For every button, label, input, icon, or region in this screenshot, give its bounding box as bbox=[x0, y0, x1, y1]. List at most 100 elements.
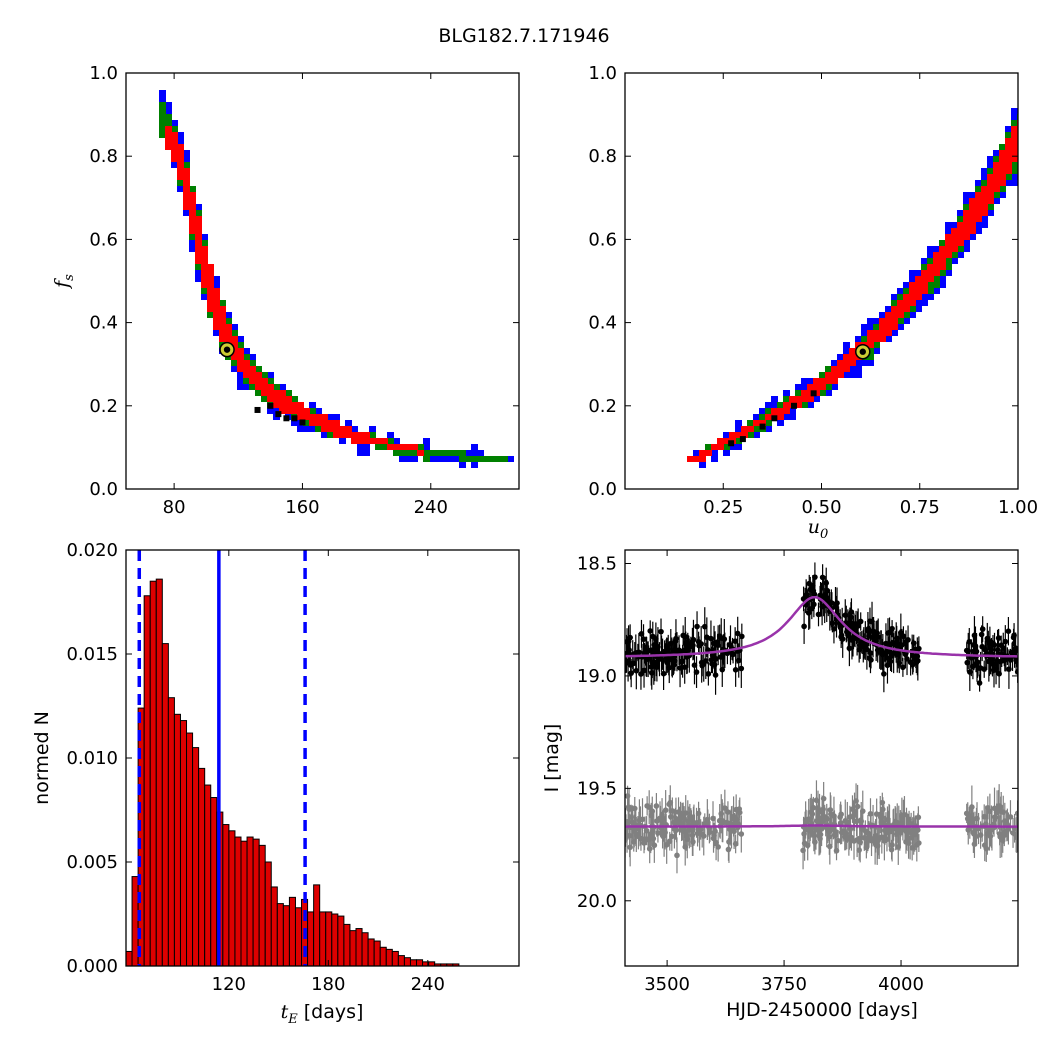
confidence-cell bbox=[309, 414, 316, 426]
y-tick-label: 18.5 bbox=[577, 553, 617, 574]
confidence-cell bbox=[219, 324, 226, 342]
data-point bbox=[681, 664, 688, 670]
histogram-bar bbox=[137, 707, 145, 967]
data-point bbox=[702, 658, 709, 664]
confidence-cell bbox=[369, 438, 376, 444]
confidence-cell bbox=[441, 450, 448, 456]
confidence-cell bbox=[933, 252, 940, 270]
confidence-cell bbox=[789, 402, 796, 420]
confidence-cell bbox=[777, 408, 784, 420]
confidence-cell bbox=[927, 264, 934, 282]
data-point bbox=[848, 609, 855, 615]
core-cell bbox=[291, 415, 298, 422]
confidence-cell bbox=[825, 372, 832, 384]
histogram-bar bbox=[131, 876, 139, 967]
data-point bbox=[904, 656, 910, 662]
histogram-bar bbox=[161, 643, 169, 967]
data-point bbox=[855, 623, 861, 629]
data-point bbox=[691, 662, 698, 668]
data-point bbox=[738, 665, 745, 672]
confidence-cell bbox=[693, 456, 700, 462]
confidence-cell bbox=[345, 426, 352, 438]
histogram-bar bbox=[397, 955, 405, 967]
confidence-cell bbox=[291, 402, 298, 414]
confidence-cell bbox=[789, 396, 796, 408]
y-tick-label: 0.8 bbox=[89, 146, 118, 167]
data-point bbox=[715, 844, 721, 850]
confidence-cell bbox=[477, 456, 484, 462]
data-point bbox=[867, 811, 874, 817]
data-point bbox=[868, 657, 874, 663]
confidence-cell bbox=[237, 354, 244, 372]
x-axis-label-subscript: 0 bbox=[820, 527, 828, 542]
confidence-cell bbox=[363, 432, 370, 444]
x-axis-label: tE [days] bbox=[281, 1001, 364, 1027]
data-point bbox=[983, 845, 990, 852]
confidence-cell bbox=[207, 288, 214, 312]
data-point bbox=[646, 845, 653, 852]
model-curve bbox=[624, 595, 1018, 658]
confidence-cell bbox=[765, 414, 772, 420]
confidence-cell bbox=[351, 432, 358, 444]
data-point bbox=[673, 635, 679, 642]
confidence-cell bbox=[471, 444, 478, 456]
y-tick-label: 0.4 bbox=[89, 313, 118, 334]
histogram-bar bbox=[173, 713, 181, 967]
data-point bbox=[735, 657, 742, 664]
x-axis-label-symbol: t bbox=[281, 1001, 289, 1023]
data-point bbox=[739, 633, 745, 640]
histogram-bar bbox=[143, 595, 151, 967]
data-point bbox=[700, 833, 707, 839]
data-point bbox=[658, 628, 664, 635]
data-point bbox=[646, 804, 652, 810]
confidence-cell bbox=[987, 174, 994, 198]
data-point bbox=[916, 645, 922, 652]
confidence-cell bbox=[279, 396, 286, 414]
data-point bbox=[712, 828, 718, 834]
histogram-bar bbox=[186, 732, 194, 967]
confidence-cell bbox=[795, 396, 802, 408]
confidence-cell bbox=[843, 354, 850, 366]
data-point bbox=[915, 827, 921, 833]
confidence-cell bbox=[333, 426, 340, 438]
plot-frame bbox=[125, 72, 520, 490]
confidence-cell bbox=[423, 438, 430, 450]
data-point bbox=[819, 818, 826, 825]
histogram-bar bbox=[276, 903, 284, 967]
histogram-bar bbox=[343, 923, 351, 967]
data-point bbox=[819, 574, 826, 581]
data-point bbox=[801, 623, 807, 630]
x-tick-label: 4000 bbox=[878, 974, 924, 995]
histogram-bar bbox=[373, 940, 381, 967]
histogram-bar bbox=[319, 911, 327, 967]
histogram-bar bbox=[210, 797, 218, 967]
data-point bbox=[640, 636, 647, 643]
data-point bbox=[846, 645, 853, 652]
histogram-bar bbox=[307, 911, 315, 967]
model-curve bbox=[625, 824, 1018, 828]
confidence-cell bbox=[459, 450, 466, 456]
confidence-cell bbox=[411, 444, 418, 450]
histogram-bar bbox=[167, 697, 175, 967]
core-cell bbox=[299, 419, 306, 426]
confidence-cell bbox=[969, 198, 976, 222]
data-point bbox=[1005, 628, 1012, 635]
histogram-bar bbox=[361, 932, 369, 967]
y-tick-label: 0.0 bbox=[588, 479, 617, 500]
data-point bbox=[1007, 814, 1014, 820]
data-point bbox=[880, 806, 886, 813]
data-point bbox=[636, 649, 642, 656]
data-point bbox=[701, 623, 708, 630]
confidence-cell bbox=[705, 444, 712, 450]
x-tick-label: 180 bbox=[311, 974, 345, 995]
data-point bbox=[647, 628, 654, 634]
histogram-bar bbox=[416, 959, 424, 967]
confidence-cell bbox=[867, 330, 874, 342]
confidence-cell bbox=[699, 450, 706, 456]
confidence-cell bbox=[195, 240, 202, 264]
y-axis-label: fs bbox=[51, 274, 77, 290]
confidence-cell bbox=[501, 456, 508, 462]
data-point bbox=[829, 600, 835, 606]
data-point bbox=[831, 626, 837, 632]
data-point bbox=[694, 623, 700, 630]
